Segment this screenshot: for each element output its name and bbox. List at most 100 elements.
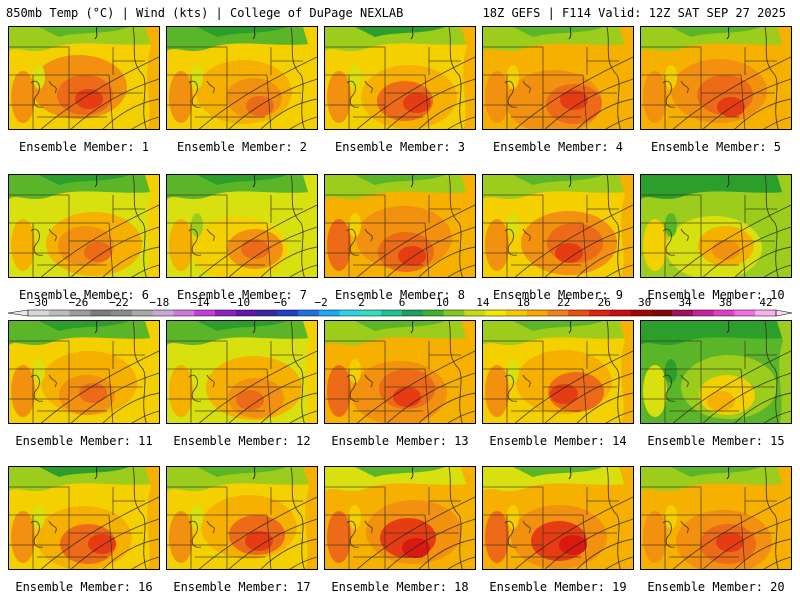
ensemble-map-panel [8,466,160,570]
ensemble-map-panel [324,174,476,278]
ensemble-map-panel [640,320,792,424]
ensemble-member-label: Ensemble Member: 16 [15,580,153,594]
colorbar-swatch [651,310,673,316]
colorbar-tick-label: −6 [274,296,287,309]
colorbar-swatch [547,310,569,316]
colorbar-swatch [713,310,735,316]
ensemble-member-label: Ensemble Member: 12 [173,434,311,448]
ensemble-map-panel [640,174,792,278]
ensemble-map-panel [8,174,160,278]
colorbar-swatch [69,310,91,316]
colorbar-tick-label: −18 [149,296,169,309]
colorbar-swatch [215,310,237,316]
colorbar-swatch [381,310,403,316]
colorbar-swatch [90,310,112,316]
colorbar-tick-label: 42 [759,296,772,309]
model-valid-time: 18Z GEFS | F114 Valid: 12Z SAT SEP 27 20… [482,6,786,20]
colorbar-swatch [235,310,257,316]
colorbar-swatch [568,310,590,316]
ensemble-member-label: Ensemble Member: 5 [650,140,782,154]
ensemble-map-panel [640,466,792,570]
ensemble-member-label: Ensemble Member: 1 [18,140,150,154]
ensemble-map-panel [482,466,634,570]
map-title: 850mb Temp (°C) | Wind (kts) | College o… [6,6,404,20]
colorbar-tick-label: −2 [314,296,327,309]
colorbar-tick-label: 6 [399,296,406,309]
colorbar-swatch [111,310,133,316]
colorbar-tick-label: 18 [517,296,530,309]
temperature-colorbar: −30 −26 −22 −18 −14 −10 −6 −2 2 6 10 14 18 22 26 30 34 38… [0,296,800,318]
colorbar-swatch [609,310,631,316]
colorbar-swatch [755,310,777,316]
ensemble-map-panel [482,320,634,424]
ensemble-map-panel [324,466,476,570]
colorbar-swatch [256,310,278,316]
ensemble-member-label: Ensemble Member: 6 [18,288,150,302]
colorbar-tick-label: 26 [598,296,611,309]
colorbar-swatch [131,310,153,316]
colorbar-tick-label: −26 [69,296,89,309]
ensemble-map-panel [482,174,634,278]
colorbar-tick-label: 14 [476,296,490,309]
colorbar-swatch [526,310,548,316]
ensemble-member-label: Ensemble Member: 9 [492,288,624,302]
ensemble-member-label: Ensemble Member: 4 [492,140,624,154]
colorbar-swatch [485,310,507,316]
colorbar-swatch [318,310,340,316]
colorbar-swatch [48,310,70,316]
ensemble-member-label: Ensemble Member: 20 [647,580,785,594]
colorbar-tick-label: 38 [719,296,732,309]
ensemble-map-panel [8,26,160,130]
ensemble-member-label: Ensemble Member: 13 [331,434,469,448]
colorbar-max-arrow [775,309,793,317]
ensemble-map-panel [640,26,792,130]
ensemble-member-label: Ensemble Member: 7 [176,288,308,302]
colorbar-swatch [298,310,320,316]
colorbar-tick-label: −14 [190,296,210,309]
ensemble-map-panel [166,26,318,130]
colorbar-swatch [443,310,465,316]
colorbar-tick-label: 30 [638,296,651,309]
ensemble-map-panel [324,26,476,130]
colorbar-swatch [277,310,299,316]
ensemble-member-label: Ensemble Member: 18 [331,580,469,594]
colorbar-swatch [194,310,216,316]
ensemble-map-panel [482,26,634,130]
colorbar-swatch [630,310,652,316]
ensemble-member-label: Ensemble Member: 3 [334,140,466,154]
ensemble-member-label: Ensemble Member: 2 [176,140,308,154]
colorbar-tick-label: 10 [436,296,449,309]
colorbar-swatch [672,310,694,316]
ensemble-map-panel [8,320,160,424]
colorbar-swatch [734,310,756,316]
colorbar-swatch [589,310,611,316]
colorbar-min-arrow [7,309,29,317]
colorbar-swatch [28,310,50,316]
colorbar-tick-label: 22 [557,296,570,309]
ensemble-member-label: Ensemble Member: 14 [489,434,627,448]
colorbar-swatch [339,310,361,316]
colorbar-swatch [402,310,424,316]
colorbar-swatch [422,310,444,316]
ensemble-member-label: Ensemble Member: 8 [334,288,466,302]
colorbar-swatch [692,310,714,316]
colorbar-swatch [505,310,527,316]
ensemble-member-label: Ensemble Member: 19 [489,580,627,594]
ensemble-map-panel [166,466,318,570]
colorbar-swatch [173,310,195,316]
colorbar-tick-label: 2 [358,296,365,309]
colorbar-swatch [464,310,486,316]
ensemble-map-panel [324,320,476,424]
colorbar-swatch [360,310,382,316]
colorbar-tick-label: 34 [678,296,692,309]
ensemble-map-panel [166,174,318,278]
ensemble-member-label: Ensemble Member: 10 [647,288,785,302]
ensemble-member-label: Ensemble Member: 15 [647,434,785,448]
ensemble-member-label: Ensemble Member: 11 [15,434,153,448]
colorbar-tick-label: −10 [230,296,250,309]
colorbar-tick-label: −30 [28,296,48,309]
ensemble-map-panel [166,320,318,424]
ensemble-member-label: Ensemble Member: 17 [173,580,311,594]
colorbar-tick-label: −22 [109,296,129,309]
colorbar-swatch [152,310,174,316]
